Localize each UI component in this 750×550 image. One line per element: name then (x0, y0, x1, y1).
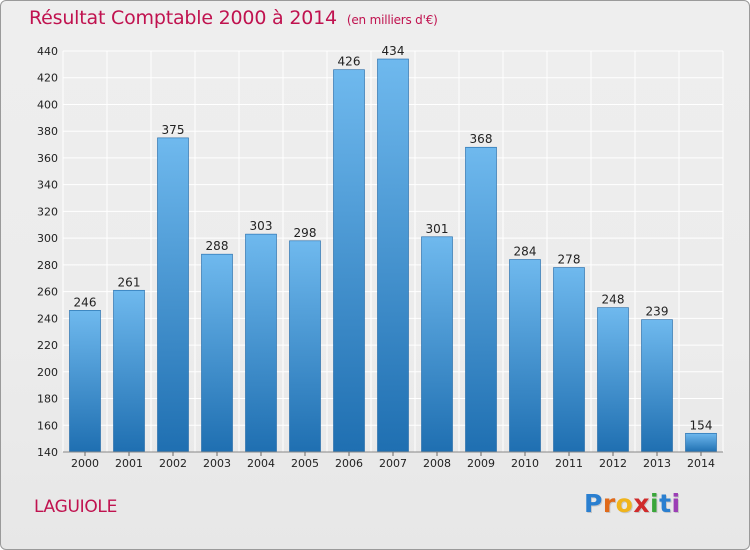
bar (597, 307, 629, 453)
logo-letter: x (633, 489, 650, 518)
bar-value-label: 426 (338, 55, 361, 69)
bar (553, 267, 585, 453)
y-tick-label: 280 (37, 259, 58, 272)
bar-value-label: 278 (558, 253, 581, 267)
y-tick-label: 300 (37, 232, 58, 245)
bar-value-label: 288 (206, 239, 229, 253)
x-tick-label: 2013 (643, 457, 671, 470)
chart-title: Résultat Comptable 2000 à 2014 (en millie… (29, 7, 438, 29)
x-tick-label: 2014 (687, 457, 715, 470)
bar-value-label: 261 (118, 275, 141, 289)
logo-letter: r (602, 489, 616, 518)
logo-letter: P (584, 489, 603, 518)
x-tick-label: 2009 (467, 457, 495, 470)
logo-letter: t (659, 489, 672, 518)
y-tick-label: 160 (37, 419, 58, 432)
x-tick-label: 2007 (379, 457, 407, 470)
x-tick-label: 2011 (555, 457, 583, 470)
y-tick-label: 320 (37, 205, 58, 218)
logo-letter: o (615, 489, 634, 518)
x-tick-label: 2008 (423, 457, 451, 470)
bar-value-label: 434 (382, 44, 405, 58)
bar (289, 240, 321, 453)
y-tick-label: 420 (37, 72, 58, 85)
x-tick-label: 2000 (71, 457, 99, 470)
y-tick-label: 260 (37, 286, 58, 299)
bar-value-label: 375 (162, 123, 185, 137)
bar-value-label: 248 (602, 293, 625, 307)
logo-letter: i (650, 489, 660, 518)
bar-value-label: 154 (690, 418, 713, 432)
chart-subtitle: (en milliers d'€) (346, 13, 438, 27)
x-tick-label: 2010 (511, 457, 539, 470)
y-tick-label: 340 (37, 179, 58, 192)
logo-letter: i (671, 489, 681, 518)
y-tick-label: 140 (37, 446, 58, 459)
y-tick-label: 400 (37, 98, 58, 111)
bar (245, 233, 277, 453)
y-tick-label: 180 (37, 393, 58, 406)
bar-value-label: 284 (514, 245, 537, 259)
proxiti-logo: Proxiti (584, 489, 681, 518)
bar (333, 69, 365, 453)
y-tick-label: 440 (37, 45, 58, 58)
y-tick-label: 220 (37, 339, 58, 352)
x-tick-label: 2001 (115, 457, 143, 470)
bar-value-label: 298 (294, 226, 317, 240)
town-name: LAGUIOLE (34, 497, 118, 517)
bar (201, 253, 233, 453)
bar-value-label: 301 (426, 222, 449, 236)
bar-value-label: 239 (646, 305, 669, 319)
bar-value-label: 303 (250, 219, 273, 233)
x-tick-label: 2004 (247, 457, 275, 470)
bar (685, 432, 717, 453)
x-tick-label: 2003 (203, 457, 231, 470)
bar (509, 259, 541, 453)
y-tick-label: 360 (37, 152, 58, 165)
bar (421, 236, 453, 453)
bar (157, 137, 189, 453)
bar (465, 146, 497, 453)
bar (377, 58, 409, 453)
bar (641, 319, 673, 453)
bar-value-label: 368 (470, 132, 493, 146)
chart-title-text: Résultat Comptable 2000 à 2014 (29, 7, 337, 29)
x-tick-label: 2012 (599, 457, 627, 470)
y-tick-label: 240 (37, 312, 58, 325)
x-tick-label: 2006 (335, 457, 363, 470)
y-tick-label: 380 (37, 125, 58, 138)
bar (113, 289, 145, 453)
bar (69, 310, 101, 453)
bar-value-label: 246 (74, 295, 97, 309)
x-tick-label: 2002 (159, 457, 187, 470)
y-tick-label: 200 (37, 366, 58, 379)
x-tick-label: 2005 (291, 457, 319, 470)
